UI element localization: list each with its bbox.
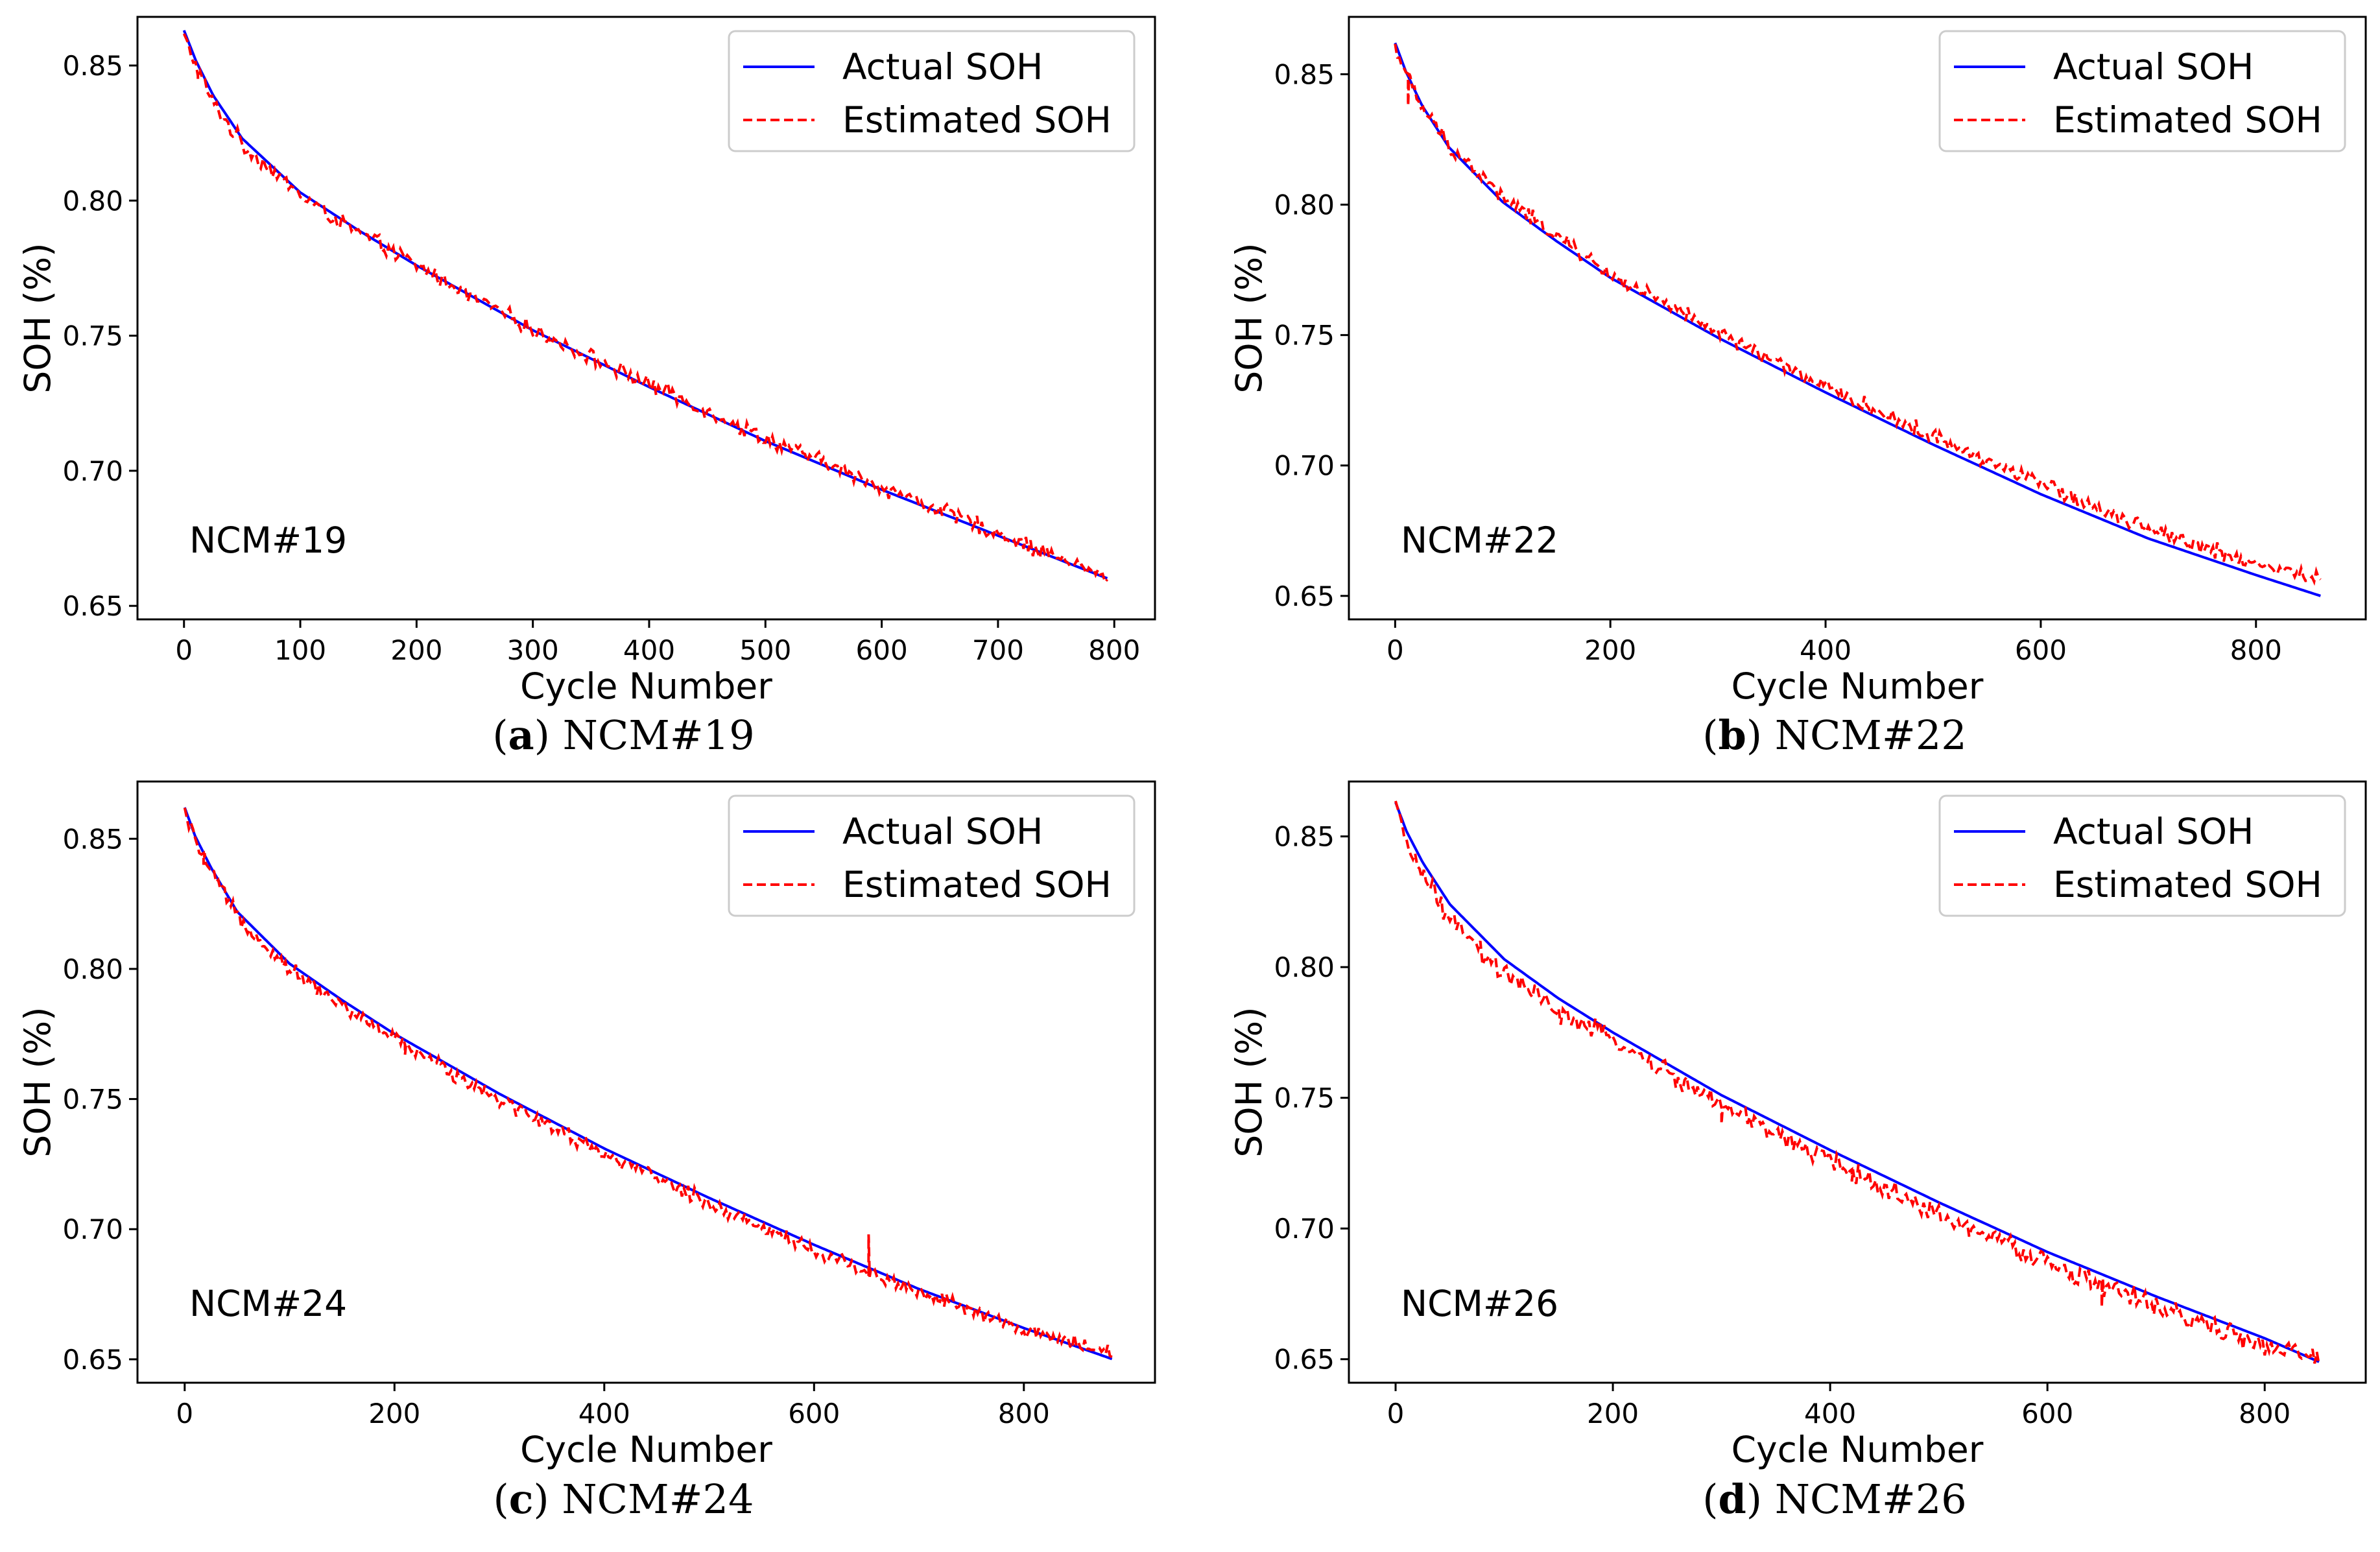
- y-tick-label: 0.80: [62, 185, 123, 217]
- x-tick-label: 100: [274, 634, 326, 666]
- y-tick-label: 0.85: [1274, 58, 1335, 90]
- legend: Actual SOH Estimated SOH: [728, 794, 1136, 917]
- x-axis-label: Cycle Number: [520, 1429, 772, 1470]
- legend-box: [728, 794, 1136, 917]
- y-tick-label: 0.70: [1274, 1213, 1335, 1245]
- x-tick-label: 700: [972, 634, 1024, 666]
- y-axis-label: SOH (%): [1228, 243, 1270, 393]
- x-tick-label: 600: [788, 1398, 840, 1429]
- y-tick-label: 0.75: [1274, 320, 1335, 352]
- x-tick-label: 800: [2239, 1398, 2291, 1429]
- axes-frame: [136, 780, 1156, 1384]
- y-tick-label: 0.75: [1274, 1082, 1335, 1114]
- series-line-actual-soh: [1394, 42, 2321, 597]
- x-tick-label: 400: [1804, 1398, 1856, 1429]
- legend-box: [728, 30, 1136, 152]
- legend: Actual SOH Estimated SOH: [728, 30, 1136, 152]
- x-tick-label: 0: [1386, 634, 1404, 666]
- x-tick-label: 0: [1387, 1398, 1405, 1429]
- x-tick-label: 200: [1584, 634, 1636, 666]
- panel-annotation: NCM#24: [189, 1283, 347, 1324]
- x-tick-label: 500: [739, 634, 791, 666]
- y-tick-label: 0.65: [1274, 580, 1335, 612]
- x-tick-label: 200: [368, 1398, 420, 1429]
- legend-label-actual: Actual SOH: [2053, 811, 2254, 852]
- legend-label-actual: Actual SOH: [842, 46, 1043, 88]
- panel-annotation: NCM#22: [1401, 519, 1558, 561]
- legend-label-estimated: Estimated SOH: [2053, 99, 2322, 141]
- y-tick-label: 0.70: [62, 455, 123, 487]
- panel-c: 0 200 400 600 800 0.65 0.70 0.75 0.80 0.85 Cycle N…: [17, 780, 1156, 1523]
- y-tick-label: 0.65: [1274, 1344, 1335, 1376]
- panel-a: 0 100 200 300 400 500 600 700 800 0.65 0.70 0.75 0.8…: [17, 16, 1156, 759]
- x-tick-label: 200: [1587, 1398, 1639, 1429]
- panel-b: 0 200 400 600 800 0.65 0.70 0.75 0.80 0.85 Cycle N…: [1228, 16, 2367, 759]
- x-tick-label: 0: [176, 1398, 193, 1429]
- plot-area: [1394, 42, 2322, 597]
- y-tick-label: 0.80: [1274, 951, 1335, 983]
- y-tick-label: 0.80: [62, 953, 123, 985]
- y-tick-label: 0.65: [62, 590, 123, 622]
- legend-label-estimated: Estimated SOH: [842, 864, 1112, 905]
- x-tick-label: 800: [998, 1398, 1050, 1429]
- legend: Actual SOH Estimated SOH: [1938, 794, 2346, 917]
- series-line-estimated-soh: [1394, 43, 2322, 586]
- x-axis-label: Cycle Number: [1731, 1429, 1984, 1470]
- legend-label-actual: Actual SOH: [842, 811, 1043, 852]
- panel-caption: (b) NCM#22: [1702, 711, 1966, 759]
- plot-area: [1394, 800, 2320, 1366]
- series-line-actual-soh: [1394, 802, 2320, 1363]
- y-tick-label: 0.70: [1274, 450, 1335, 482]
- series-line-actual-soh: [182, 30, 1108, 580]
- y-tick-label: 0.85: [1274, 821, 1335, 853]
- x-tick-label: 600: [2015, 634, 2067, 666]
- legend-box: [1938, 30, 2346, 152]
- y-tick-label: 0.65: [62, 1344, 123, 1376]
- panel-caption: (c) NCM#24: [494, 1475, 754, 1523]
- series-line-estimated-soh: [1394, 800, 2320, 1366]
- legend-box: [1938, 794, 2346, 917]
- x-tick-label: 300: [507, 634, 559, 666]
- y-tick-label: 0.75: [62, 320, 123, 352]
- y-tick-label: 0.85: [62, 823, 123, 855]
- axes-frame: [1348, 780, 2367, 1384]
- panel-annotation: NCM#19: [189, 519, 347, 561]
- panel-annotation: NCM#26: [1401, 1283, 1558, 1324]
- plot-area: [183, 807, 1113, 1361]
- x-tick-label: 200: [390, 634, 442, 666]
- plot-area: [182, 30, 1109, 585]
- legend: Actual SOH Estimated SOH: [1938, 30, 2346, 152]
- x-tick-label: 400: [578, 1398, 630, 1429]
- legend-label-estimated: Estimated SOH: [842, 99, 1112, 141]
- x-tick-label: 800: [1088, 634, 1140, 666]
- y-tick-label: 0.70: [62, 1213, 123, 1245]
- y-tick-label: 0.85: [62, 50, 123, 82]
- x-tick-label: 600: [2021, 1398, 2073, 1429]
- x-tick-label: 600: [856, 634, 908, 666]
- y-tick-label: 0.80: [1274, 189, 1335, 221]
- x-axis-label: Cycle Number: [520, 665, 772, 707]
- y-axis-label: SOH (%): [17, 1007, 58, 1157]
- x-tick-label: 400: [623, 634, 675, 666]
- x-tick-label: 800: [2230, 634, 2282, 666]
- panel-caption: (d) NCM#26: [1702, 1475, 1966, 1523]
- axes-frame: [136, 16, 1156, 621]
- axes-frame: [1348, 16, 2367, 621]
- y-axis-label: SOH (%): [17, 243, 58, 393]
- y-tick-label: 0.75: [62, 1084, 123, 1116]
- series-line-estimated-soh: [182, 33, 1109, 585]
- panel-caption: (a) NCM#19: [492, 711, 754, 759]
- x-axis-label: Cycle Number: [1731, 665, 1984, 707]
- x-tick-label: 0: [175, 634, 193, 666]
- x-tick-label: 400: [1800, 634, 1851, 666]
- panel-d: 0 200 400 600 800 0.65 0.70 0.75 0.80 0.85 Cycle N…: [1228, 780, 2367, 1523]
- legend-label-actual: Actual SOH: [2053, 46, 2254, 88]
- y-axis-label: SOH (%): [1228, 1007, 1270, 1157]
- legend-label-estimated: Estimated SOH: [2053, 864, 2322, 905]
